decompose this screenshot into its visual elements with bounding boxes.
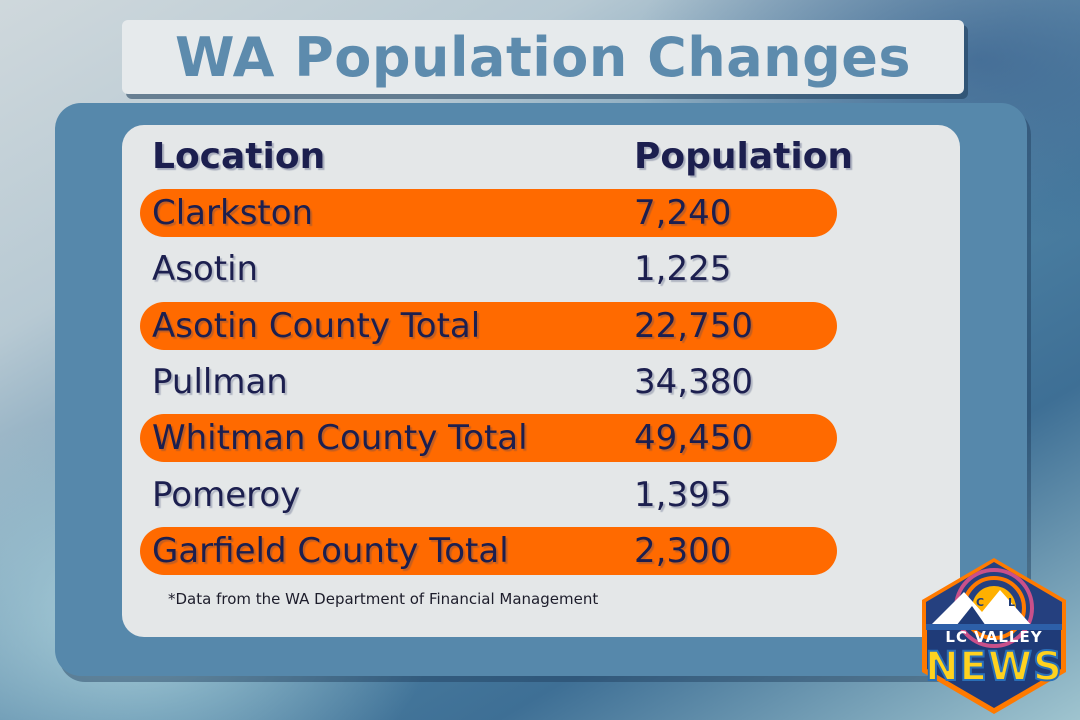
footnote: *Data from the WA Department of Financia… <box>168 590 599 608</box>
page-title: WA Population Changes <box>175 25 911 89</box>
row-location: Asotin <box>152 249 259 289</box>
logo-letter-l: L <box>1008 596 1015 609</box>
logo-text-main: NEWS <box>924 643 1063 691</box>
table-row: Asotin County Total 22,750 <box>140 302 837 350</box>
row-location: Garfield County Total <box>152 531 509 571</box>
table-row: Asotin 1,225 <box>140 245 837 293</box>
title-banner: WA Population Changes <box>122 20 964 94</box>
logo-letter-c: C <box>976 596 984 609</box>
row-population: 1,395 <box>634 475 732 515</box>
logo-badge-icon: C L <box>922 558 1066 714</box>
table-row: Pomeroy 1,395 <box>140 471 837 519</box>
table-row: Pullman 34,380 <box>140 358 837 406</box>
lc-valley-news-logo: C L LC VALLEY NEWS <box>912 556 1076 716</box>
row-location: Pullman <box>152 362 288 402</box>
row-population: 1,225 <box>634 249 732 289</box>
logo-text-top: LC VALLEY <box>945 628 1043 646</box>
row-location: Whitman County Total <box>152 418 528 458</box>
row-location: Clarkston <box>152 193 314 233</box>
table-row: Garfield County Total 2,300 <box>140 527 837 575</box>
row-population: 49,450 <box>634 418 753 458</box>
row-population: 7,240 <box>634 193 732 233</box>
row-population: 22,750 <box>634 306 753 346</box>
row-population: 2,300 <box>634 531 732 571</box>
table-row: Clarkston 7,240 <box>140 189 837 237</box>
row-location: Pomeroy <box>152 475 301 515</box>
row-population: 34,380 <box>634 362 753 402</box>
header-location: Location <box>152 136 326 177</box>
table-header: Location Population <box>152 136 872 180</box>
header-population: Population <box>634 136 854 177</box>
row-location: Asotin County Total <box>152 306 481 346</box>
table-row: Whitman County Total 49,450 <box>140 414 837 462</box>
